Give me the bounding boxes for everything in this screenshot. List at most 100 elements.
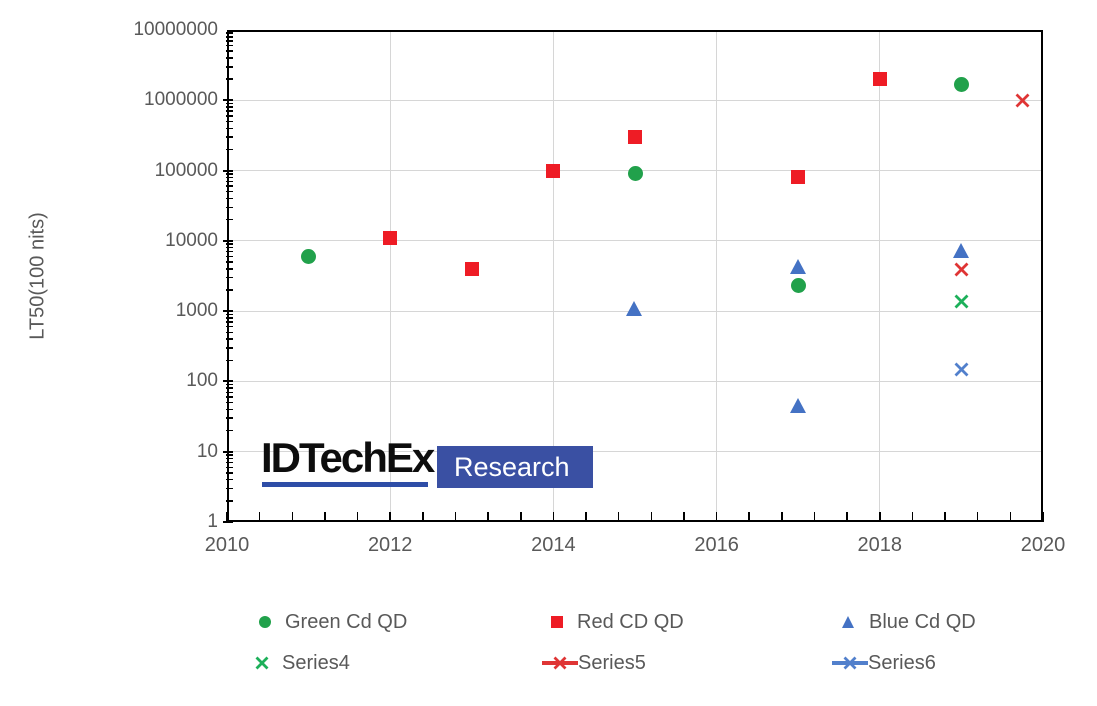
y-minor-tick — [226, 359, 233, 362]
logo-research-badge: Research — [437, 446, 593, 488]
y-tick-label: 100000 — [154, 159, 218, 181]
y-major-tick — [223, 450, 233, 453]
x-minor-tick — [356, 512, 359, 522]
legend-item-series4-marker — [255, 656, 269, 670]
y-minor-tick — [226, 457, 233, 460]
y-minor-tick — [226, 66, 233, 68]
y-minor-tick — [226, 401, 233, 404]
data-point-blue-cd-qd — [952, 243, 969, 259]
legend-item-green-cd-qd-marker — [259, 616, 271, 628]
y-major-tick — [223, 310, 233, 313]
y-axis-title: LT50(100 nits) — [26, 212, 49, 340]
y-tick-label: 1000000 — [144, 89, 218, 111]
data-point-blue-cd-qd — [626, 300, 643, 316]
y-minor-tick — [226, 106, 233, 108]
data-point-red-cd-qd — [791, 170, 806, 185]
x-minor-tick — [389, 512, 391, 522]
x-minor-tick — [781, 512, 783, 522]
y-minor-tick — [226, 190, 233, 193]
data-point-red-cd-qd — [872, 72, 887, 87]
data-point-green-cd-qd — [790, 278, 806, 294]
y-major-tick — [223, 521, 233, 523]
x-minor-tick — [454, 512, 457, 522]
legend-item-series5-marker — [553, 656, 567, 670]
y-tick-label: 10 — [196, 440, 218, 462]
legend-item-red-cd-qd-label: Red CD QD — [577, 611, 684, 633]
y-tick-label: 1 — [207, 511, 218, 532]
gridline-horizontal — [227, 240, 1043, 242]
y-minor-tick — [226, 347, 233, 349]
x-minor-tick — [976, 512, 979, 522]
gridline-vertical — [879, 30, 881, 522]
y-minor-tick — [226, 102, 233, 105]
y-tick-label: 100 — [186, 370, 218, 392]
y-minor-tick — [226, 148, 233, 151]
y-major-tick — [223, 380, 233, 383]
y-minor-tick — [226, 313, 233, 316]
y-minor-tick — [226, 321, 233, 323]
y-minor-tick — [226, 173, 233, 175]
data-point-red-cd-qd — [546, 163, 561, 178]
x-minor-tick — [1009, 512, 1012, 522]
y-minor-tick — [226, 261, 233, 263]
data-point-green-cd-qd — [301, 248, 317, 264]
y-minor-tick — [226, 408, 233, 411]
y-minor-tick — [226, 487, 233, 490]
data-point-series5 — [1015, 93, 1030, 108]
x-tick-label: 2012 — [367, 534, 413, 556]
legend-item-blue-cd-qd-label: Blue Cd QD — [869, 611, 976, 633]
y-tick-label: 10000 — [165, 229, 218, 251]
x-minor-tick — [291, 512, 294, 522]
data-point-series6 — [954, 362, 969, 377]
x-minor-tick — [683, 512, 685, 522]
data-point-blue-cd-qd — [789, 259, 806, 275]
x-tick-label: 2016 — [694, 534, 739, 556]
legend-item-blue-cd-qd-marker — [842, 616, 855, 628]
x-minor-tick — [846, 512, 848, 522]
x-minor-tick — [552, 512, 555, 522]
x-minor-tick — [944, 512, 946, 522]
y-minor-tick — [226, 396, 233, 398]
x-minor-tick — [715, 512, 718, 522]
x-minor-tick — [487, 512, 489, 522]
x-minor-tick — [226, 512, 228, 522]
data-point-series5 — [954, 262, 969, 277]
legend-item-series5-label: Series5 — [578, 652, 646, 674]
x-minor-tick — [748, 512, 750, 522]
y-minor-tick — [226, 417, 233, 419]
y-major-tick — [223, 99, 233, 102]
y-minor-tick — [226, 500, 233, 502]
gridline-horizontal — [227, 380, 1043, 382]
legend-item-series6-marker — [843, 656, 857, 670]
data-point-blue-cd-qd — [789, 397, 806, 413]
gridline-horizontal — [227, 451, 1043, 453]
x-tick-label: 2020 — [1020, 534, 1066, 556]
x-tick-label: 2014 — [531, 534, 576, 556]
y-minor-tick — [226, 391, 233, 394]
y-minor-tick — [226, 466, 233, 469]
y-minor-tick — [226, 127, 233, 129]
data-point-red-cd-qd — [383, 230, 398, 245]
y-minor-tick — [226, 40, 233, 42]
y-minor-tick — [226, 429, 233, 432]
y-minor-tick — [226, 338, 233, 340]
y-minor-tick — [226, 250, 233, 253]
x-minor-tick — [911, 512, 914, 522]
y-minor-tick — [226, 36, 233, 38]
y-minor-tick — [226, 387, 233, 389]
gridline-vertical — [389, 30, 391, 522]
x-minor-tick — [258, 512, 261, 522]
legend-item-red-cd-qd-marker — [551, 616, 563, 628]
x-minor-tick — [617, 512, 620, 522]
data-point-series4 — [954, 294, 969, 309]
y-minor-tick — [226, 32, 233, 34]
legend-item-series6-label: Series6 — [868, 652, 936, 674]
x-minor-tick — [813, 512, 816, 522]
y-minor-tick — [226, 78, 233, 80]
x-minor-tick — [1042, 512, 1044, 522]
x-minor-tick — [520, 512, 522, 522]
x-tick-label: 2018 — [857, 534, 903, 556]
y-minor-tick — [226, 197, 233, 200]
gridline-vertical — [552, 30, 554, 522]
